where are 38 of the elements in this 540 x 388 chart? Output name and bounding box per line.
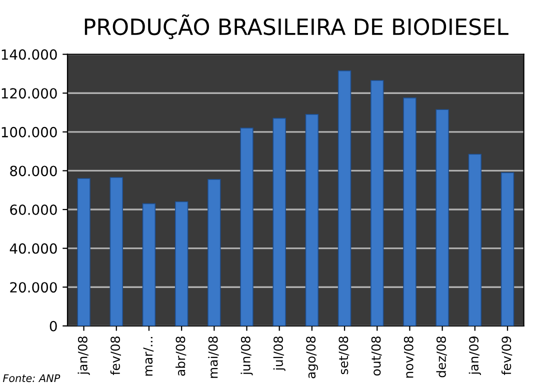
x-tick-label: dez/08 xyxy=(436,336,447,378)
x-tick-label: mar/... xyxy=(143,336,154,376)
bar xyxy=(240,128,254,326)
y-tick-label: 20.000 xyxy=(10,282,57,293)
x-tick-label: abr/08 xyxy=(176,336,186,376)
x-tick-label: fev/09 xyxy=(501,336,512,375)
y-tick-label: 0 xyxy=(50,320,57,332)
y-tick-label: 120.000 xyxy=(2,88,57,99)
bar xyxy=(110,177,123,326)
y-tick-label: 100.000 xyxy=(2,126,57,138)
y-tick-label: 140.000 xyxy=(2,49,57,60)
x-tick-label: jul/08 xyxy=(273,336,286,371)
bar xyxy=(272,118,286,326)
x-tick-label: jun/08 xyxy=(240,336,253,376)
bar xyxy=(370,80,384,326)
bar xyxy=(174,201,188,326)
y-tick-label: 40.000 xyxy=(10,243,57,254)
x-tick-label: out/08 xyxy=(371,336,382,376)
y-tick-label: 80.000 xyxy=(10,166,57,176)
bar xyxy=(338,70,352,326)
x-tick-label: jan/09 xyxy=(468,336,481,376)
x-tick-label: fev/08 xyxy=(110,336,121,375)
y-tick-label: 60.000 xyxy=(10,204,57,215)
x-tick-label: set/08 xyxy=(338,336,350,374)
bar xyxy=(77,178,90,326)
x-tick-label: nov/08 xyxy=(404,336,414,378)
x-tick-label: ago/08 xyxy=(306,336,318,378)
x-tick-label: jan/08 xyxy=(78,336,90,376)
bar xyxy=(500,172,514,326)
bar xyxy=(208,179,221,326)
bar xyxy=(142,203,156,326)
chart-title: PRODUÇÃO BRASILEIRA DE BIODIESEL xyxy=(84,14,508,40)
bar xyxy=(305,114,319,326)
source-note: Fonte: ANP xyxy=(2,374,60,382)
bar xyxy=(468,154,482,326)
x-tick-label: mai/08 xyxy=(208,336,219,378)
bar xyxy=(403,98,416,326)
bar xyxy=(436,109,449,326)
